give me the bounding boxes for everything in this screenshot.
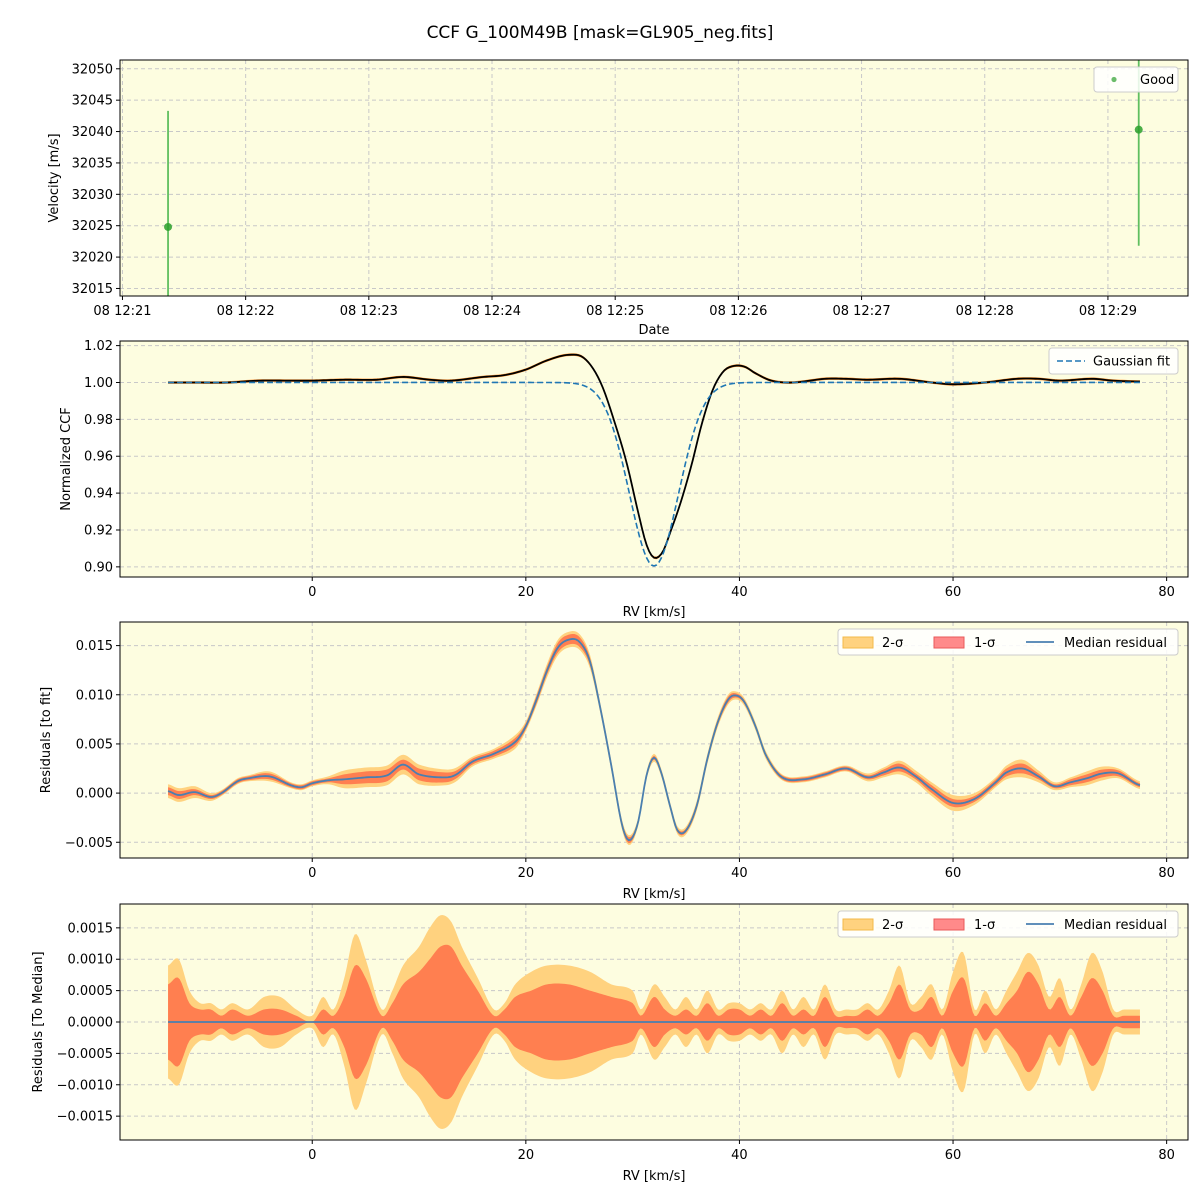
x-tick-label: 08 12:28: [956, 304, 1014, 319]
y-axis-label: Residuals [To Median]: [31, 951, 46, 1092]
y-tick-label: 0.0010: [68, 953, 114, 968]
legend: 2-σ 1-σ Median residual: [837, 628, 1179, 656]
x-tick-label: 08 12:25: [586, 304, 644, 319]
x-tick-label: 40: [731, 866, 748, 881]
y-tick-label: −0.005: [65, 836, 113, 851]
data-point: [164, 222, 173, 231]
legend-label: Median residual: [1064, 636, 1167, 651]
y-tick-label: 1.00: [84, 376, 113, 391]
x-tick-label: 80: [1158, 585, 1175, 600]
legend-label: Median residual: [1064, 918, 1167, 933]
legend-label: 1-σ: [974, 636, 995, 651]
legend: 2-σ 1-σ Median residual: [837, 910, 1179, 938]
plot-area: [120, 622, 1188, 858]
y-tick-label: 32040: [72, 125, 113, 140]
x-tick-label: 80: [1158, 866, 1175, 881]
legend-label: 2-σ: [882, 636, 903, 651]
x-axis-label: RV [km/s]: [623, 1169, 686, 1184]
velocity-panel: 08 12:21 08 12:22 08 12:23 08 12:24 08 12:25…: [47, 59, 1189, 338]
y-tick-label: 0.90: [84, 560, 113, 575]
legend-box: [1093, 66, 1179, 93]
plot-frame: [119, 340, 1189, 578]
x-tick-label: 60: [945, 866, 962, 881]
x-tick-label: 08 12:22: [217, 304, 275, 319]
legend-box: [837, 910, 1179, 938]
x-tick-label: 0: [308, 1148, 316, 1163]
legend-swatch: [933, 918, 965, 931]
residuals-median-panel: 0 20 40 60 80 −0.0015 −0.0010 −0.0005 0.0000 0.00…: [31, 903, 1189, 1184]
x-tick-label: 08 12:29: [1079, 304, 1137, 319]
y-tick-label: 32020: [72, 251, 113, 266]
legend-swatch: [842, 636, 874, 649]
plot-frame: [119, 621, 1189, 859]
y-tick-label: 0.98: [84, 413, 113, 428]
x-tick-label: 0: [308, 866, 316, 881]
x-tick-label: 08 12:26: [709, 304, 767, 319]
residuals-fit-panel: 0 20 40 60 80 −0.005 0.000 0.005 0.010 0.015 RV [k…: [39, 621, 1189, 902]
x-tick-label: 20: [518, 866, 535, 881]
legend-swatch: [842, 918, 874, 931]
y-tick-label: 32045: [72, 94, 113, 109]
y-tick-label: 0.96: [84, 450, 113, 465]
plot-frame: [119, 59, 1189, 297]
y-axis-label: Velocity [m/s]: [47, 133, 62, 222]
y-tick-label: 32050: [72, 62, 113, 77]
y-tick-label: 0.0015: [68, 921, 114, 936]
x-tick-label: 60: [945, 585, 962, 600]
x-tick-label: 40: [731, 585, 748, 600]
y-tick-label: 0.0005: [68, 984, 114, 999]
legend-marker: [1111, 76, 1117, 83]
y-tick-label: −0.0005: [57, 1047, 113, 1062]
legend-swatch: [933, 636, 965, 649]
y-tick-label: 32030: [72, 188, 113, 203]
x-tick-label: 60: [945, 1148, 962, 1163]
legend: Gaussian fit: [1048, 347, 1179, 375]
y-tick-label: −0.0015: [57, 1110, 113, 1125]
x-tick-label: 08 12:24: [463, 304, 521, 319]
y-tick-label: 0.92: [84, 523, 113, 538]
x-axis-label: RV [km/s]: [623, 887, 686, 902]
legend-label: Gaussian fit: [1093, 355, 1170, 370]
y-axis-label: Residuals [to fit]: [39, 687, 54, 793]
legend: Good: [1093, 66, 1179, 93]
x-tick-label: 0: [308, 585, 316, 600]
x-axis-label: Date: [638, 323, 669, 338]
y-tick-label: 1.02: [84, 339, 113, 354]
figure-title: CCF G_100M49B [mask=GL905_neg.fits]: [427, 23, 774, 43]
y-tick-label: 32015: [72, 282, 113, 297]
gaussian-fit-line: [168, 381, 1140, 567]
legend-label: Good: [1140, 73, 1174, 88]
data-point: [1134, 125, 1143, 134]
legend-label: 1-σ: [974, 918, 995, 933]
ccf-panel: 0 20 40 60 80 0.90 0.92 0.94 0.96 0.98 1.00 1.02 RV …: [59, 339, 1189, 620]
y-tick-label: 0.005: [76, 737, 113, 752]
plot-area: [120, 60, 1188, 296]
y-tick-label: 0.0000: [68, 1016, 114, 1031]
y-tick-label: 32035: [72, 156, 113, 171]
x-tick-label: 08 12:27: [832, 304, 890, 319]
median-residual-line: [167, 638, 1141, 842]
legend-label: 2-σ: [882, 918, 903, 933]
y-tick-label: 0.010: [76, 688, 113, 703]
x-tick-label: 08 12:21: [93, 304, 151, 319]
x-tick-label: 20: [518, 585, 535, 600]
legend-box: [837, 628, 1179, 656]
y-tick-label: −0.0010: [57, 1078, 113, 1093]
legend-box: [1048, 347, 1179, 375]
x-tick-label: 80: [1158, 1148, 1175, 1163]
plot-area: [120, 341, 1188, 577]
x-axis-label: RV [km/s]: [623, 605, 686, 620]
y-axis-label: Normalized CCF: [59, 407, 74, 511]
y-tick-label: 0.000: [76, 787, 113, 802]
y-tick-label: 0.94: [84, 487, 113, 502]
x-tick-label: 08 12:23: [340, 304, 398, 319]
x-tick-label: 40: [731, 1148, 748, 1163]
x-tick-label: 20: [518, 1148, 535, 1163]
y-tick-label: 32025: [72, 219, 113, 234]
y-tick-label: 0.015: [76, 639, 113, 654]
